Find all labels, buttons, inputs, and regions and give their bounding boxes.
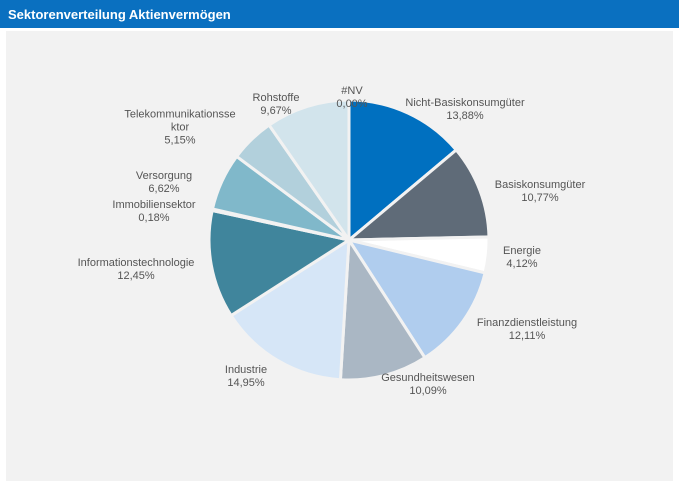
- data-label: Rohstoffe 9,67%: [236, 92, 316, 118]
- label-name: Nicht-Basiskonsumgüter: [405, 97, 525, 109]
- label-value: 13,88%: [446, 110, 484, 122]
- label-value: 10,09%: [409, 385, 447, 397]
- label-name: Informationstechnologie: [77, 257, 195, 269]
- label-name: Industrie: [224, 364, 268, 376]
- pie-slice: [266, 98, 351, 245]
- label-value: 12,11%: [508, 330, 546, 342]
- pie-slice: [229, 237, 351, 382]
- label-value: 10,77%: [521, 192, 559, 204]
- label-value: 0,18%: [138, 212, 170, 224]
- label-value: 6,62%: [148, 183, 180, 195]
- data-label: Immobiliensektor 0,18%: [104, 199, 204, 225]
- label-value: 4,12%: [506, 258, 538, 270]
- label-value: 0,00%: [336, 98, 368, 110]
- label-name: Finanzdienstleistung: [476, 317, 578, 329]
- data-label: Finanzdienstleistung 12,11%: [462, 317, 592, 343]
- label-value: 14,95%: [227, 377, 265, 389]
- label-value: 5,15%: [164, 134, 196, 147]
- pie-slice: [207, 208, 353, 318]
- label-name: Rohstoffe: [252, 92, 300, 104]
- label-name: Basiskonsumgüter: [494, 179, 586, 191]
- label-name: Energie: [503, 245, 541, 257]
- data-label: Gesundheitswesen 10,09%: [368, 372, 488, 398]
- pie-slice: [338, 235, 427, 382]
- data-label: Basiskonsumgüter 10,77%: [475, 179, 605, 205]
- data-label: Versorgung 6,62%: [119, 170, 209, 196]
- label-value: 12,45%: [117, 270, 155, 282]
- label-name: Versorgung: [135, 170, 193, 182]
- data-label: #NV 0,00%: [322, 85, 382, 111]
- label-name: Immobiliensektor: [112, 199, 196, 211]
- data-label: Industrie 14,95%: [196, 364, 296, 390]
- chart-title: Sektorenverteilung Aktienvermögen: [8, 7, 231, 22]
- pie-slice: [345, 237, 487, 360]
- data-label: Telekommunikationssektor 5,15%: [124, 109, 236, 148]
- label-name: Gesundheitswesen: [381, 372, 475, 384]
- label-name: #NV: [341, 85, 363, 97]
- header-bar: Sektorenverteilung Aktienvermögen: [0, 0, 679, 28]
- data-label: Informationstechnologie 12,45%: [66, 257, 206, 283]
- data-label: Energie 4,12%: [482, 245, 562, 271]
- data-label: Nicht-Basiskonsumgüter 13,88%: [395, 97, 535, 123]
- pie-slice: [344, 147, 491, 242]
- label-value: 9,67%: [260, 105, 292, 117]
- pie-slice: [347, 98, 459, 244]
- label-name: Telekommunikationssektor: [124, 108, 236, 134]
